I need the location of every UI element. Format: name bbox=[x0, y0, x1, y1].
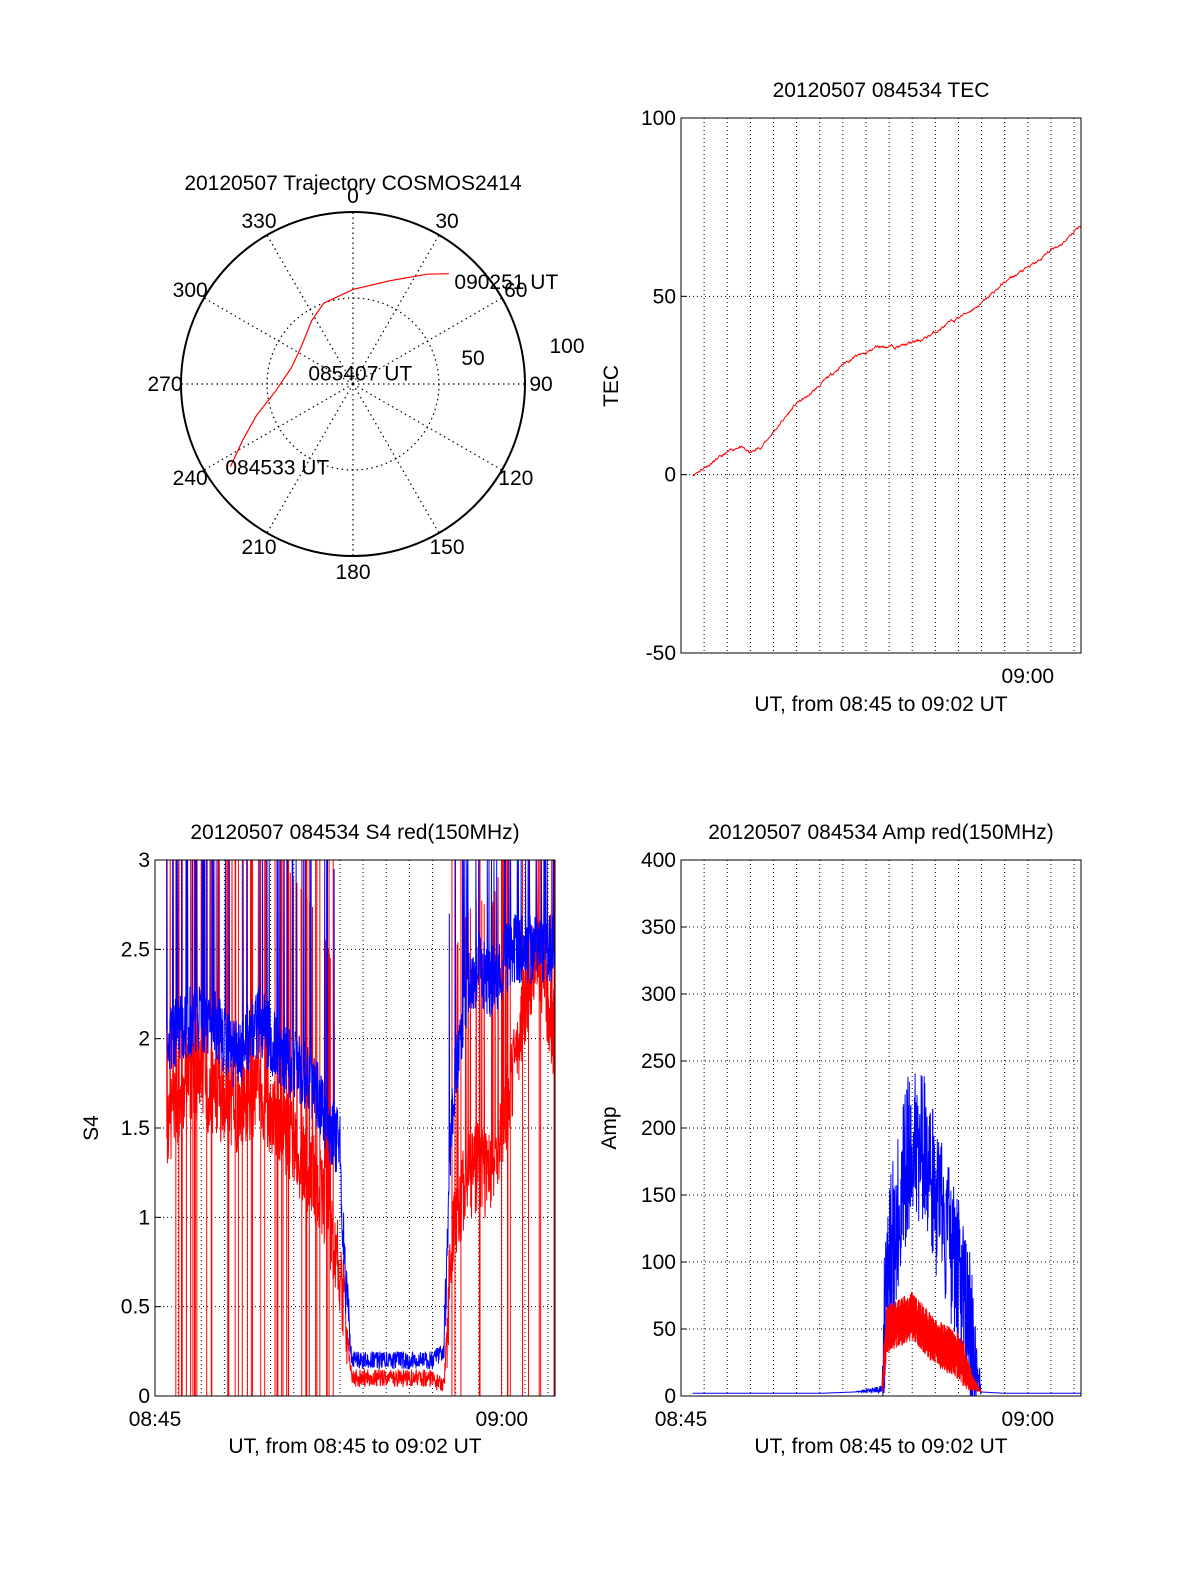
s4-y-tick-label: 1.5 bbox=[121, 1117, 150, 1140]
polar-azimuth-label: 90 bbox=[529, 373, 552, 396]
polar-radius-label: 100 bbox=[549, 335, 584, 358]
trajectory-annotations: 084533 UT 085407 UT 090251 UT bbox=[225, 271, 558, 479]
s4-y-tick-label: 1 bbox=[138, 1206, 150, 1229]
amp-y-tick-label: 150 bbox=[641, 1184, 676, 1207]
polar-radius-label: 50 bbox=[461, 347, 484, 370]
amp-series bbox=[692, 1073, 1081, 1397]
polar-azimuth-label: 330 bbox=[241, 210, 276, 233]
s4-series bbox=[166, 859, 556, 1396]
s4-tick-labels: 3 2.5 2 1.5 1 0.5 008:45 09:00 bbox=[121, 849, 528, 1431]
s4-x-tick-label: 09:00 bbox=[476, 1408, 529, 1431]
amp-x-tick-label: 08:45 bbox=[655, 1408, 708, 1431]
amp-x-axis-label: UT, from 08:45 to 09:02 UT bbox=[754, 1435, 1007, 1458]
tec-x-tick-label: 09:00 bbox=[1002, 665, 1055, 688]
s4-x-tick-label: 08:45 bbox=[129, 1408, 182, 1431]
tec-series bbox=[692, 225, 1082, 477]
tec-chart-title: 20120507 084534 TEC bbox=[773, 79, 990, 102]
tec-series-line bbox=[692, 225, 1082, 477]
polar-azimuth-label: 30 bbox=[435, 210, 458, 233]
amp-y-axis-label: Amp bbox=[598, 1106, 621, 1149]
polar-spoke bbox=[352, 234, 440, 385]
polar-spoke bbox=[203, 297, 354, 385]
s4-y-tick-label: 2 bbox=[138, 1028, 150, 1051]
amp-chart-title: 20120507 084534 Amp red(150MHz) bbox=[708, 821, 1054, 844]
polar-spoke bbox=[266, 383, 354, 534]
amp-y-tick-label: 0 bbox=[664, 1385, 676, 1408]
polar-grid bbox=[180, 211, 526, 557]
polar-spoke bbox=[266, 234, 354, 385]
polar-azimuth-label: 0 bbox=[347, 185, 359, 208]
polar-azimuth-label: 180 bbox=[335, 561, 370, 584]
tec-x-axis-label: UT, from 08:45 to 09:02 UT bbox=[754, 693, 1007, 716]
polar-azimuth-label: 150 bbox=[429, 536, 464, 559]
polar-spoke bbox=[352, 383, 503, 471]
amp-chart: 20120507 084534 Amp red(150MHz) 400 350 30… bbox=[598, 821, 1082, 1458]
s4-y-tick-label: 0 bbox=[138, 1385, 150, 1408]
polar-azimuth-labels: 0 30 60 90 120 150 180 210 240 270 300 330 bbox=[147, 185, 552, 584]
amp-y-tick-label: 200 bbox=[641, 1117, 676, 1140]
amp-y-tick-label: 300 bbox=[641, 983, 676, 1006]
tec-y-axis-label: TEC bbox=[600, 365, 623, 407]
amp-grid bbox=[681, 860, 1081, 1396]
s4-series-line bbox=[166, 859, 556, 1392]
polar-azimuth-label: 270 bbox=[147, 373, 182, 396]
amp-series-line bbox=[692, 1073, 1081, 1397]
amp-tick-labels: 400 350 300 250 200 150 100 50 008:45 09:00 bbox=[641, 849, 1054, 1431]
trajectory-annotation-label: 090251 UT bbox=[454, 271, 558, 294]
amp-y-tick-label: 100 bbox=[641, 1251, 676, 1274]
polar-azimuth-label: 120 bbox=[498, 467, 533, 490]
polar-azimuth-label: 240 bbox=[173, 467, 208, 490]
trajectory-annotation-label: 084533 UT bbox=[225, 457, 329, 480]
tec-plot-frame bbox=[680, 117, 1082, 654]
s4-x-axis-label: UT, from 08:45 to 09:02 UT bbox=[228, 1435, 481, 1458]
s4-y-tick-label: 3 bbox=[138, 849, 150, 872]
polar-spoke bbox=[203, 383, 354, 471]
polar-spoke bbox=[352, 383, 440, 534]
polar-spoke bbox=[352, 297, 503, 385]
tec-y-tick-label: -50 bbox=[646, 642, 676, 665]
s4-chart: 20120507 084534 S4 red(150MHz) 3 2.5 2 1.5 1… bbox=[80, 821, 556, 1458]
polar-azimuth-label: 60 bbox=[504, 279, 527, 302]
tec-chart: 20120507 084534 TEC 100 50 0 -50 09:00 UT, f… bbox=[600, 79, 1082, 716]
polar-radius-labels: 50 100 bbox=[461, 335, 584, 370]
amp-series-line bbox=[881, 1292, 982, 1394]
s4-y-axis-label: S4 bbox=[80, 1115, 103, 1141]
s4-y-tick-label: 0.5 bbox=[121, 1296, 150, 1319]
trajectory-line bbox=[229, 273, 449, 467]
s4-y-tick-label: 2.5 bbox=[121, 938, 150, 961]
tec-grid bbox=[681, 118, 1081, 653]
polar-trajectory-chart: 20120507 Trajectory COSMOS2414 0 30 60 90 12… bbox=[147, 172, 584, 584]
trajectory-annotation-label: 085407 UT bbox=[308, 363, 412, 386]
tec-y-tick-label: 50 bbox=[653, 285, 676, 308]
s4-series-line bbox=[166, 859, 556, 1370]
polar-azimuth-label: 210 bbox=[241, 536, 276, 559]
tec-tick-labels: 100 50 0 -50 09:00 bbox=[641, 107, 1054, 688]
polar-outer-circle bbox=[180, 211, 526, 557]
amp-x-tick-label: 09:00 bbox=[1002, 1408, 1055, 1431]
amp-y-tick-label: 400 bbox=[641, 849, 676, 872]
polar-chart-title: 20120507 Trajectory COSMOS2414 bbox=[184, 172, 522, 195]
amp-y-tick-label: 50 bbox=[653, 1318, 676, 1341]
tec-y-tick-label: 0 bbox=[664, 464, 676, 487]
polar-azimuth-label: 300 bbox=[173, 279, 208, 302]
s4-chart-title: 20120507 084534 S4 red(150MHz) bbox=[190, 821, 519, 844]
amp-y-tick-label: 350 bbox=[641, 916, 676, 939]
tec-y-tick-label: 100 bbox=[641, 107, 676, 130]
amp-y-tick-label: 250 bbox=[641, 1050, 676, 1073]
